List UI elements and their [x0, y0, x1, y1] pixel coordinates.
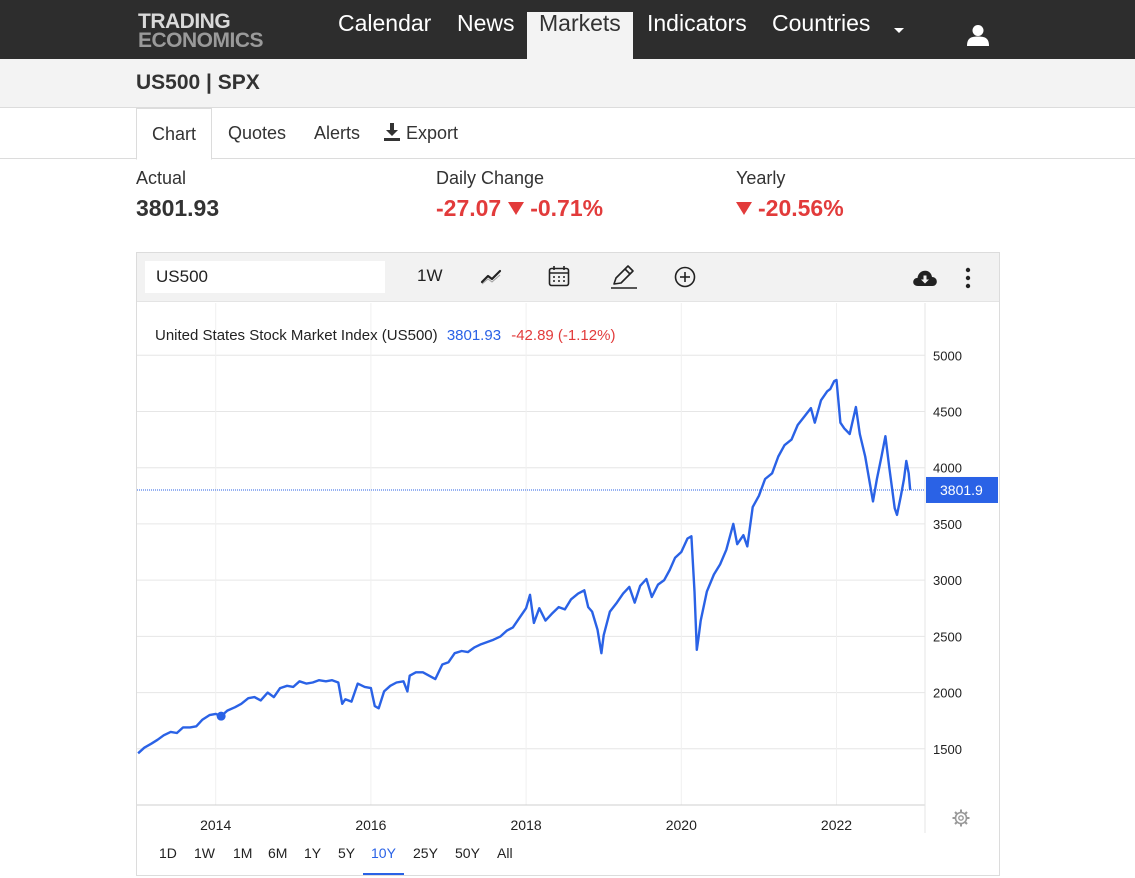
nav-countries[interactable]: Countries	[772, 10, 871, 36]
chart-toolbar: 1W	[137, 253, 999, 302]
y-tick-label: 3000	[933, 573, 962, 588]
y-tick-label: 1500	[933, 742, 962, 757]
export-label: Export	[406, 123, 459, 143]
chart-title-value: 3801.93	[447, 327, 501, 344]
symbol-search-input[interactable]	[145, 261, 385, 293]
series-line-us500	[137, 378, 912, 755]
last-price-box	[926, 476, 998, 503]
download-icon	[384, 123, 400, 141]
y-tick-label: 4500	[933, 404, 962, 419]
x-tick-label: 2016	[355, 817, 386, 833]
x-tick-label: 2022	[821, 817, 852, 833]
nav-markets[interactable]: Markets	[527, 10, 633, 59]
draw-pencil-icon[interactable]	[610, 264, 638, 290]
range-selector: 1D 1W 1M 6M 1Y 5Y 10Y 25Y 50Y All	[137, 841, 999, 875]
more-dropdown-caret-icon[interactable]	[894, 28, 904, 33]
yearly-label: Yearly	[736, 168, 786, 188]
logo-line-2: ECONOMICS	[138, 29, 264, 52]
y-tick-label: 2500	[933, 629, 962, 644]
nav-news[interactable]: News	[457, 10, 515, 36]
chart-grid	[137, 303, 926, 833]
add-compare-icon[interactable]	[674, 266, 696, 288]
more-options-icon[interactable]	[965, 267, 971, 289]
tab-quotes[interactable]: Quotes	[228, 123, 287, 143]
y-tick-label: 2000	[933, 686, 962, 701]
settings-gear-icon[interactable]	[952, 809, 970, 827]
trading-economics-logo[interactable]: TRADING ECONOMICS	[138, 10, 264, 52]
range-1d[interactable]: 1D	[159, 845, 177, 861]
tab-export[interactable]: Export	[384, 108, 458, 159]
daily-change-value: -27.07 -0.71%	[436, 195, 603, 222]
range-1w[interactable]: 1W	[194, 845, 215, 861]
chart-legend: United States Stock Market Index (US500)…	[155, 327, 615, 344]
interval-button[interactable]: 1W	[417, 266, 443, 285]
x-axis-ticks: 2014 2016 2018 2020 2022	[200, 817, 852, 833]
y-tick-label: 4000	[933, 461, 962, 476]
daily-change-abs: -27.07	[436, 195, 502, 221]
range-1m[interactable]: 1M	[233, 845, 253, 861]
tab-chart[interactable]: Chart	[136, 108, 212, 160]
tab-alerts[interactable]: Alerts	[314, 123, 361, 143]
range-all[interactable]: All	[497, 845, 513, 861]
range-25y[interactable]: 25Y	[413, 845, 438, 861]
yearly-pct: -20.56%	[758, 195, 844, 221]
nav-calendar[interactable]: Calendar	[338, 10, 432, 36]
y-tick-label: 3500	[933, 517, 962, 532]
top-navbar: TRADING ECONOMICS Calendar News Markets …	[0, 0, 1135, 59]
cloud-download-icon[interactable]	[912, 268, 938, 288]
x-tick-label: 2014	[200, 817, 231, 833]
down-arrow-icon	[508, 202, 525, 215]
chart-type-icon[interactable]	[480, 268, 504, 286]
title-band: US500 | SPX	[0, 59, 1135, 108]
x-tick-label: 2018	[511, 817, 542, 833]
last-price-label: 3801.9	[926, 476, 998, 503]
range-50y[interactable]: 50Y	[455, 845, 480, 861]
daily-change-pct: -0.71%	[530, 195, 604, 221]
user-icon[interactable]	[966, 24, 990, 46]
y-axis-ticks: 1500 2000 2500 3000 3500 4000 4500 5000	[933, 348, 962, 757]
down-arrow-icon	[736, 202, 752, 215]
actual-label: Actual	[136, 168, 187, 188]
yearly-value: -20.56%	[736, 195, 844, 222]
last-price-text: 3801.9	[940, 482, 983, 498]
logo-line-1: TRADING	[138, 10, 231, 33]
range-10y[interactable]: 10Y	[363, 845, 404, 875]
chart-title-change: -42.89 (-1.12%)	[511, 327, 615, 344]
actual-value: 3801.93	[136, 195, 220, 221]
range-5y[interactable]: 5Y	[338, 845, 356, 861]
content-tabs: Chart Quotes Alerts Export	[0, 108, 1135, 160]
nav-indicators[interactable]: Indicators	[647, 10, 747, 36]
marker-point	[216, 711, 226, 721]
chart-title: United States Stock Market Index (US500)	[155, 327, 438, 344]
y-tick-label: 5000	[933, 348, 962, 363]
page-title: US500 | SPX	[136, 71, 260, 94]
range-6m[interactable]: 6M	[268, 845, 288, 861]
daily-change-label: Daily Change	[436, 168, 545, 188]
chart-card: 1W 15	[136, 252, 1000, 876]
x-tick-label: 2020	[666, 817, 697, 833]
calendar-icon[interactable]	[548, 265, 570, 287]
range-1y[interactable]: 1Y	[304, 845, 322, 861]
